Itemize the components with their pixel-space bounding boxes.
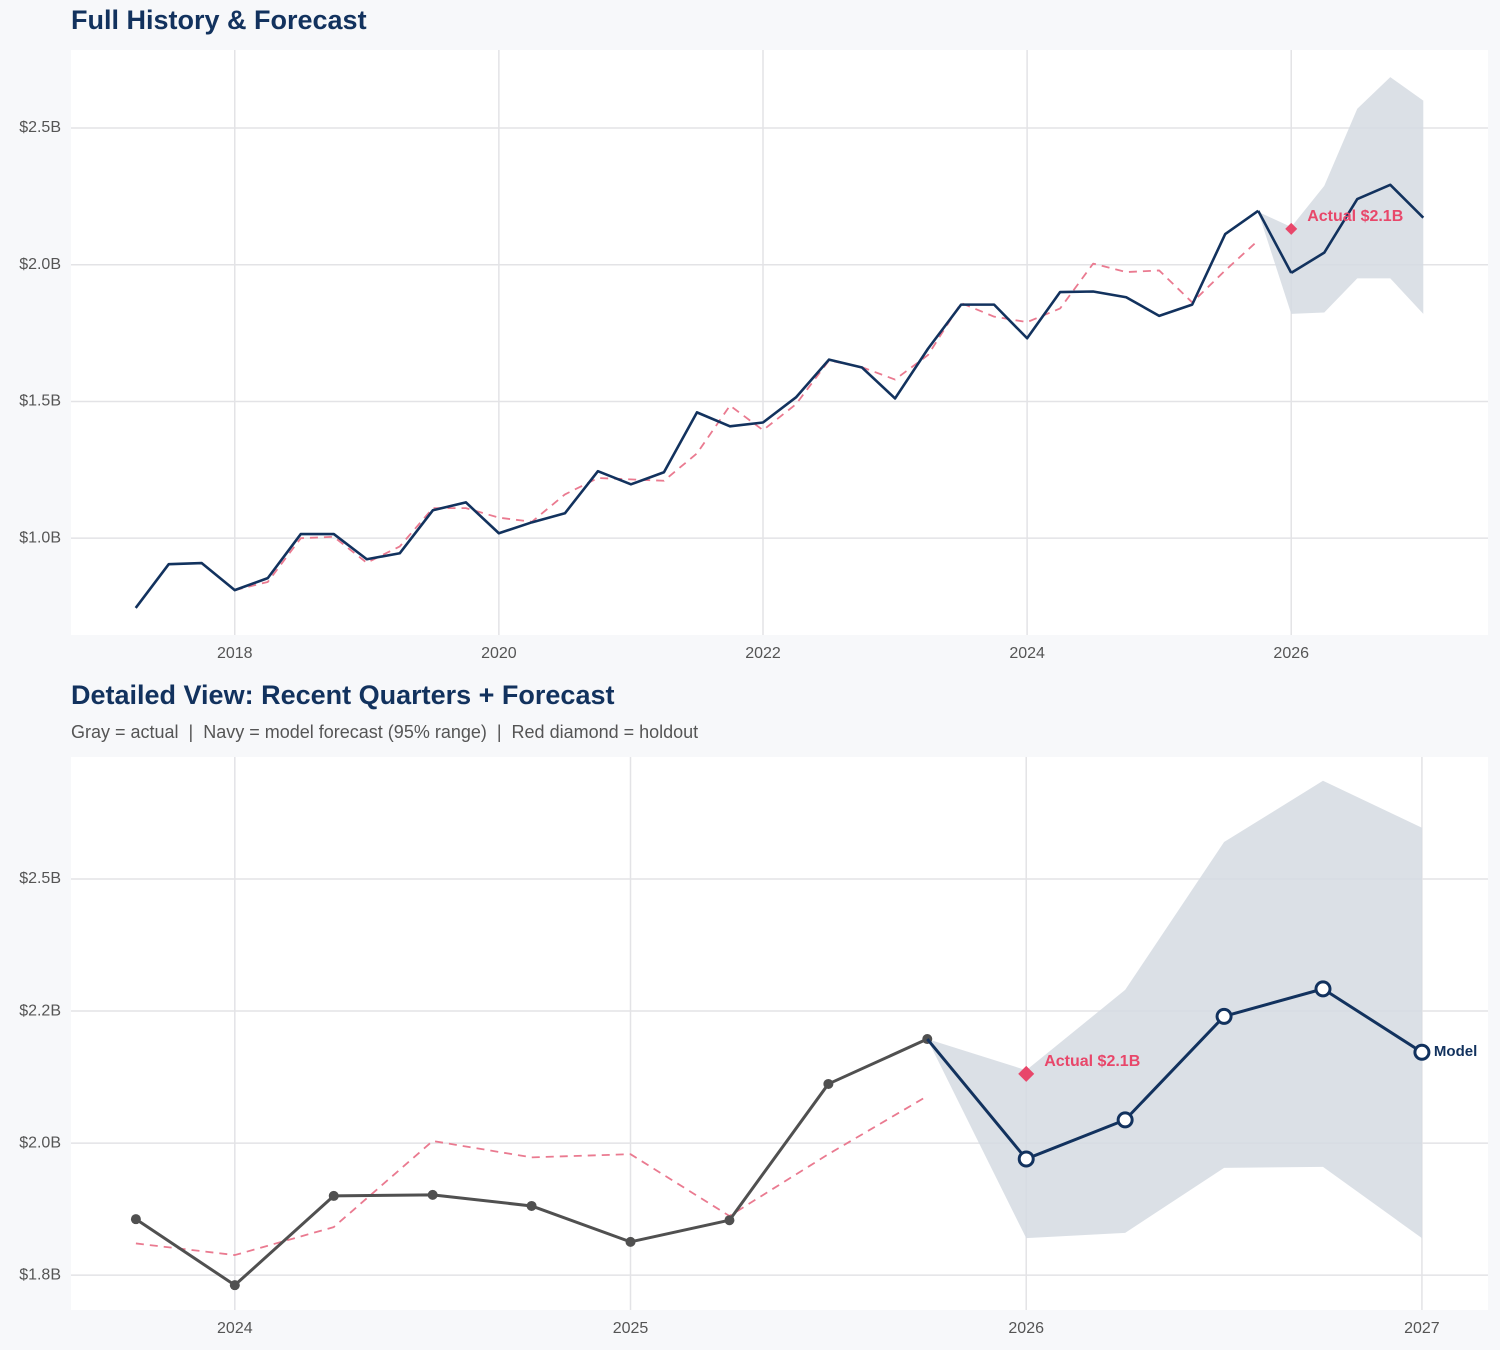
y-tick-label: $2.5B <box>19 119 61 136</box>
x-tick-label: 2024 <box>217 1320 253 1337</box>
point <box>130 1214 141 1225</box>
point <box>1413 1043 1431 1061</box>
point <box>1215 1007 1233 1025</box>
y-tick-label: $2.2B <box>19 1002 61 1019</box>
connector-line <box>1257 210 1293 274</box>
chart-subtitle: Gray = actual | Navy = model forecast (9… <box>71 722 698 742</box>
point <box>229 1280 240 1291</box>
point <box>1017 1150 1035 1168</box>
y-tick-label: $1.0B <box>19 529 61 546</box>
fitted-line <box>234 239 1259 592</box>
point <box>823 1078 834 1089</box>
series-line <box>134 209 1259 609</box>
x-tick-label: 2027 <box>1404 1320 1440 1337</box>
x-tick-label: 2018 <box>217 645 253 662</box>
holdout-label: Actual $2.1B <box>1307 208 1403 225</box>
point <box>724 1215 735 1226</box>
x-tick-label: 2026 <box>1008 1320 1044 1337</box>
fitted-line <box>135 1095 928 1256</box>
forecast-band <box>927 780 1422 1239</box>
point <box>625 1236 636 1247</box>
x-tick-label: 2025 <box>613 1320 649 1337</box>
point <box>427 1189 438 1200</box>
y-tick-label: $1.5B <box>19 393 61 410</box>
x-tick-label: 2022 <box>745 645 781 662</box>
connector-line <box>926 1038 1028 1160</box>
y-tick-label: $2.5B <box>19 870 61 887</box>
holdout-label: Actual $2.1B <box>1044 1053 1140 1070</box>
y-tick-label: $1.8B <box>19 1266 61 1283</box>
point <box>526 1200 537 1211</box>
series-label: Model <box>1434 1043 1477 1060</box>
plot-area <box>71 50 1488 635</box>
chart-title: Full History & Forecast <box>71 5 367 35</box>
x-tick-label: 2024 <box>1009 645 1045 662</box>
y-tick-label: $2.0B <box>19 1134 61 1151</box>
x-tick-label: 2026 <box>1273 645 1309 662</box>
chart-title: Detailed View: Recent Quarters + Forecas… <box>71 680 614 710</box>
point <box>1314 980 1332 998</box>
y-tick-label: $2.0B <box>19 256 61 273</box>
x-tick-label: 2020 <box>481 645 517 662</box>
forecast-band <box>1258 77 1424 314</box>
holdout-marker <box>1285 222 1298 235</box>
series-line <box>1290 183 1425 275</box>
point <box>328 1190 339 1201</box>
holdout-marker <box>1018 1065 1035 1082</box>
point <box>1116 1111 1134 1129</box>
